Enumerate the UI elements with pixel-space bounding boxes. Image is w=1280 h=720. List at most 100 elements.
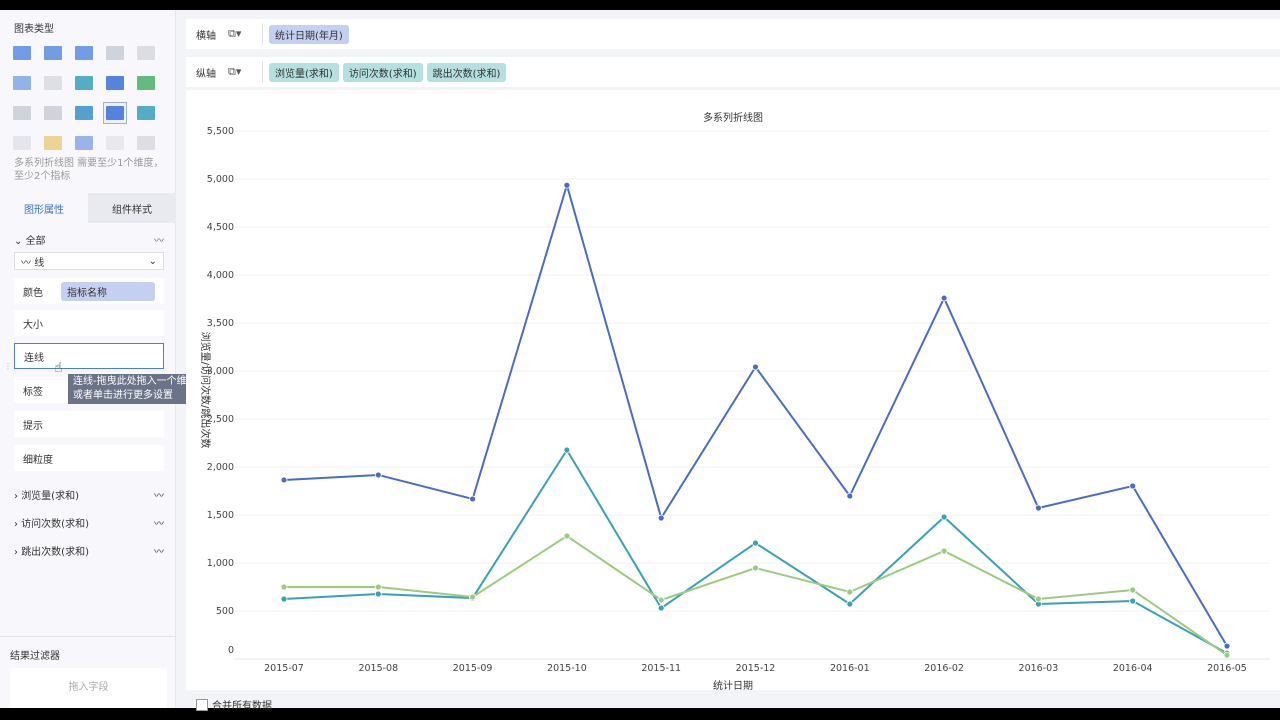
data-point — [1035, 595, 1042, 603]
y-tick-label: 5,500 — [207, 126, 234, 137]
all-label: 全部 — [25, 236, 46, 247]
bubble-icon-glyph — [106, 136, 124, 150]
x-tick-label: 2016-05 — [1207, 663, 1247, 674]
grouped-column-icon[interactable] — [134, 72, 158, 94]
series-label: 浏览量(求和) — [21, 491, 79, 502]
series-line-0 — [283, 181, 1228, 647]
column-icon-glyph — [106, 76, 124, 90]
multi-line-icon[interactable] — [103, 102, 127, 124]
pie-icon[interactable] — [134, 132, 158, 154]
series-label: 跳出次数(求和) — [21, 547, 89, 558]
y-axis-pill[interactable]: 访问次数(求和) — [342, 62, 423, 82]
y-axis-pill[interactable]: 跳出次数(求和) — [426, 62, 507, 82]
scatter-icon-glyph — [75, 136, 93, 150]
data-point — [374, 590, 382, 598]
table-icon[interactable] — [10, 42, 34, 64]
chevron-right-icon: › — [14, 519, 22, 530]
scatter-small-icon-glyph — [44, 106, 62, 120]
data-point — [657, 596, 665, 604]
data-point — [374, 471, 382, 479]
mark-type-value: 线 — [34, 257, 45, 269]
data-point — [469, 593, 477, 601]
tab-component-style[interactable]: 组件样式 — [88, 193, 176, 223]
bubble-icon[interactable] — [103, 132, 127, 154]
stacked-bar-icon[interactable] — [10, 102, 34, 124]
color-field[interactable]: 颜色 指标名称 — [14, 278, 164, 304]
result-filter-title: 结果过滤器 — [10, 651, 60, 662]
data-point — [563, 532, 571, 540]
property-tabs: 图形属性 组件样式 — [0, 193, 176, 223]
drag-handle-icon[interactable]: ⋮ — [4, 362, 12, 371]
x-tick-label: 2015-07 — [264, 663, 304, 674]
line-chart-icon: 〰 — [154, 547, 164, 558]
kpi-card-icon[interactable] — [134, 42, 158, 64]
x-tick-label: 2016-04 — [1113, 663, 1153, 674]
bar-combo-icon[interactable] — [72, 72, 96, 94]
x-axis-pill[interactable]: 统计日期(年月) — [269, 24, 349, 44]
combo-icon[interactable] — [41, 132, 65, 154]
y-axis-label: 纵轴 — [196, 68, 216, 80]
color-pill[interactable]: 指标名称 — [61, 281, 155, 301]
data-point — [940, 547, 948, 555]
pie-icon-glyph — [137, 136, 155, 150]
grouped-column-icon-glyph — [137, 76, 155, 90]
filter-table-icon[interactable] — [10, 72, 34, 94]
chart-type-hint: 多系列折线图 需要至少1个维度，至少2个指标 — [14, 158, 164, 182]
x-axis-title: 统计日期 — [713, 679, 753, 690]
data-point — [280, 476, 288, 484]
merge-data-checkbox[interactable]: 合并所有数据 — [196, 697, 272, 712]
scatter-icon[interactable] — [72, 132, 96, 154]
area-icon[interactable] — [10, 132, 34, 154]
y-axis-pill[interactable]: 浏览量(求和) — [269, 62, 339, 82]
data-point — [752, 363, 759, 371]
all-section-header[interactable]: ⌄ 全部 〰 — [14, 232, 164, 247]
tab-shape-properties[interactable]: 图形属性 — [0, 193, 88, 223]
y-tick-label: 0 — [228, 645, 234, 656]
data-point — [846, 600, 854, 608]
chevron-right-icon: › — [14, 547, 22, 558]
crosstab-icon[interactable] — [41, 42, 65, 64]
radar-icon[interactable] — [134, 102, 158, 124]
multi-line-icon-glyph — [106, 106, 124, 120]
color-label: 颜色 — [23, 287, 43, 299]
y-tick-label: 4,500 — [207, 222, 234, 233]
series-item[interactable]: › 跳出次数(求和) 〰 — [14, 543, 164, 558]
data-point — [280, 595, 288, 603]
data-point — [1129, 482, 1137, 490]
data-point — [1129, 586, 1137, 594]
column-icon[interactable] — [103, 72, 127, 94]
mark-type-select[interactable]: 〰 线 ⌄ — [14, 252, 164, 270]
y-tick-label: 3,500 — [207, 318, 234, 329]
detail-table-icon[interactable] — [72, 42, 96, 64]
series-line-1 — [283, 448, 1228, 655]
kpi-number-icon[interactable] — [103, 42, 127, 64]
chart-type-title: 图表类型 — [14, 24, 54, 35]
y-tick-label: 1,500 — [207, 510, 234, 521]
checkbox-label: 合并所有数据 — [212, 701, 272, 712]
filter-drop-zone[interactable]: 拖入字段 — [10, 668, 167, 708]
granularity-field[interactable]: 细粒度 — [14, 445, 164, 471]
data-point — [1223, 651, 1231, 659]
map-icon[interactable] — [41, 72, 65, 94]
kpi-number-icon-glyph — [106, 46, 124, 60]
scatter-small-icon[interactable] — [41, 102, 65, 124]
data-point — [1223, 642, 1231, 650]
series-item[interactable]: › 浏览量(求和) 〰 — [14, 487, 164, 502]
line-icon[interactable] — [72, 102, 96, 124]
tooltip-field[interactable]: 提示 — [14, 411, 164, 437]
checkbox[interactable] — [196, 698, 208, 711]
app: 图表类型 多系列折线图 需要至少1个维度，至少2个指标 图形属性 组件样式 ⌄ … — [0, 10, 1280, 712]
area-icon-glyph — [13, 136, 31, 150]
y-axis-shelf: 纵轴 ⧉▾ 浏览量(求和) 访问次数(求和) 跳出次数(求和) — [186, 57, 1280, 87]
data-point — [752, 564, 759, 572]
series-item[interactable]: › 访问次数(求和) 〰 — [14, 515, 164, 530]
chart-type-grid — [10, 42, 166, 154]
map-icon-glyph — [44, 76, 62, 90]
axis-type-dropdown-icon[interactable]: ⧉▾ — [228, 65, 242, 78]
axis-type-dropdown-icon[interactable]: ⧉▾ — [228, 27, 242, 40]
line-field[interactable]: 连线 — [14, 343, 164, 369]
x-tick-label: 2016-03 — [1019, 663, 1059, 674]
data-point — [940, 294, 948, 302]
size-field[interactable]: 大小 — [14, 310, 164, 336]
line-chart: 多系列折线图 0 500 1,000 1,500 2,000 2,500 3,000 3,500… — [199, 111, 1270, 692]
